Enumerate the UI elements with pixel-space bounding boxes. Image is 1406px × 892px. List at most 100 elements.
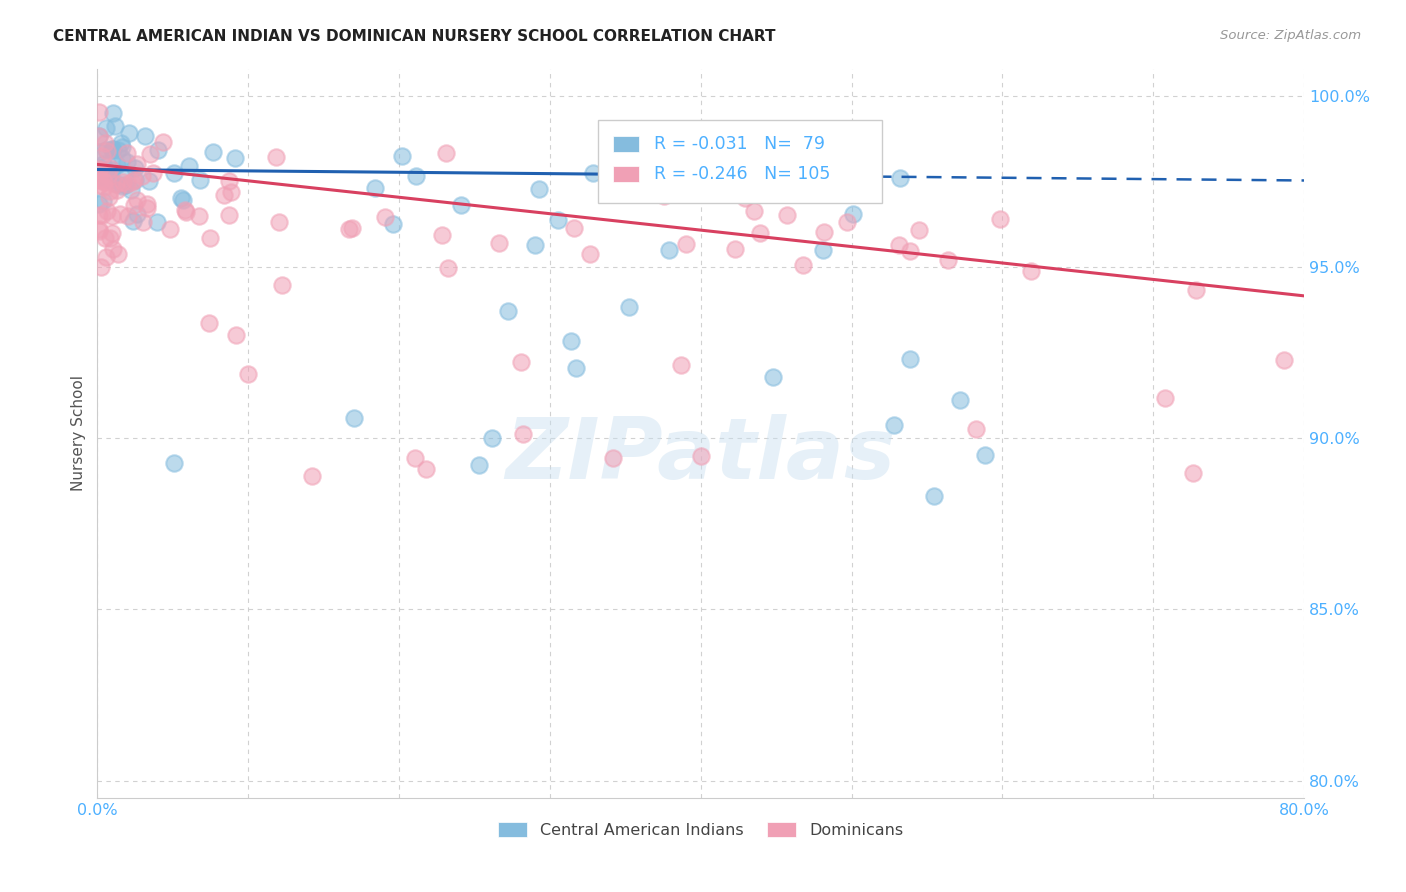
- Point: [87, 222, 110, 236]
- Point: [87, 162, 110, 177]
- Point: [198, 316, 221, 330]
- Point: [111, 151, 134, 165]
- Point: [219, 185, 242, 199]
- Point: [87, 178, 110, 192]
- Point: [510, 355, 533, 369]
- Point: [122, 173, 145, 187]
- Point: [343, 411, 366, 425]
- Point: [1182, 466, 1205, 480]
- Point: [100, 209, 122, 223]
- Point: [179, 159, 201, 173]
- Point: [89, 129, 111, 144]
- Point: [908, 222, 931, 236]
- Point: [100, 227, 122, 241]
- Point: [527, 182, 550, 196]
- Point: [120, 183, 142, 197]
- Point: [93, 175, 115, 189]
- Point: [1153, 392, 1175, 406]
- Point: [96, 166, 118, 180]
- Point: [562, 221, 585, 235]
- Point: [87, 171, 110, 186]
- Point: [734, 191, 756, 205]
- Point: [101, 143, 124, 157]
- Point: [142, 166, 165, 180]
- Point: [949, 392, 972, 407]
- Point: [135, 202, 157, 216]
- Legend: Central American Indians, Dominicans: Central American Indians, Dominicans: [492, 815, 910, 845]
- Point: [173, 203, 195, 218]
- Point: [125, 193, 148, 207]
- Point: [547, 213, 569, 227]
- Point: [115, 155, 138, 169]
- Point: [94, 121, 117, 136]
- Point: [122, 198, 145, 212]
- Point: [138, 173, 160, 187]
- Point: [107, 143, 129, 157]
- Point: [121, 175, 143, 189]
- Point: [898, 244, 921, 258]
- Point: [437, 260, 460, 275]
- Point: [965, 422, 987, 436]
- Point: [488, 235, 510, 250]
- Point: [101, 106, 124, 120]
- Point: [214, 188, 236, 202]
- Text: R = -0.246   N= 105: R = -0.246 N= 105: [654, 165, 830, 183]
- Point: [91, 194, 114, 208]
- Point: [468, 458, 491, 472]
- FancyBboxPatch shape: [613, 166, 640, 182]
- Point: [936, 252, 959, 267]
- Point: [436, 146, 458, 161]
- Point: [887, 238, 910, 252]
- Point: [582, 165, 605, 179]
- Point: [87, 128, 110, 143]
- Point: [837, 215, 859, 229]
- Point: [94, 162, 117, 177]
- Point: [404, 451, 426, 466]
- Point: [883, 417, 905, 432]
- Point: [124, 172, 146, 186]
- Point: [266, 149, 288, 163]
- Point: [172, 194, 194, 208]
- Point: [675, 236, 697, 251]
- Point: [90, 161, 112, 176]
- Point: [103, 119, 125, 133]
- Point: [889, 171, 911, 186]
- Point: [637, 175, 659, 189]
- Point: [87, 224, 110, 238]
- Point: [391, 149, 413, 163]
- Point: [127, 207, 149, 221]
- Point: [93, 157, 115, 171]
- Point: [94, 250, 117, 264]
- Point: [122, 214, 145, 228]
- Point: [198, 231, 221, 245]
- Point: [187, 210, 209, 224]
- Point: [105, 178, 128, 192]
- Point: [768, 176, 790, 190]
- Point: [98, 231, 121, 245]
- Point: [91, 149, 114, 163]
- Point: [110, 136, 132, 151]
- Point: [813, 243, 835, 257]
- Point: [152, 135, 174, 149]
- Point: [842, 207, 865, 221]
- Point: [89, 173, 111, 187]
- Point: [90, 260, 112, 274]
- Point: [301, 468, 323, 483]
- Text: ZIPatlas: ZIPatlas: [506, 414, 896, 497]
- Point: [87, 169, 110, 183]
- Point: [87, 169, 110, 184]
- Text: Source: ZipAtlas.com: Source: ZipAtlas.com: [1220, 29, 1361, 42]
- Point: [125, 157, 148, 171]
- Point: [91, 173, 114, 187]
- Point: [218, 174, 240, 188]
- Point: [762, 370, 785, 384]
- Point: [381, 217, 404, 231]
- Point: [1019, 264, 1042, 278]
- Point: [724, 152, 747, 166]
- Point: [97, 190, 120, 204]
- Point: [702, 176, 724, 190]
- Point: [364, 180, 387, 194]
- Point: [124, 161, 146, 175]
- Point: [97, 168, 120, 182]
- Point: [176, 205, 198, 219]
